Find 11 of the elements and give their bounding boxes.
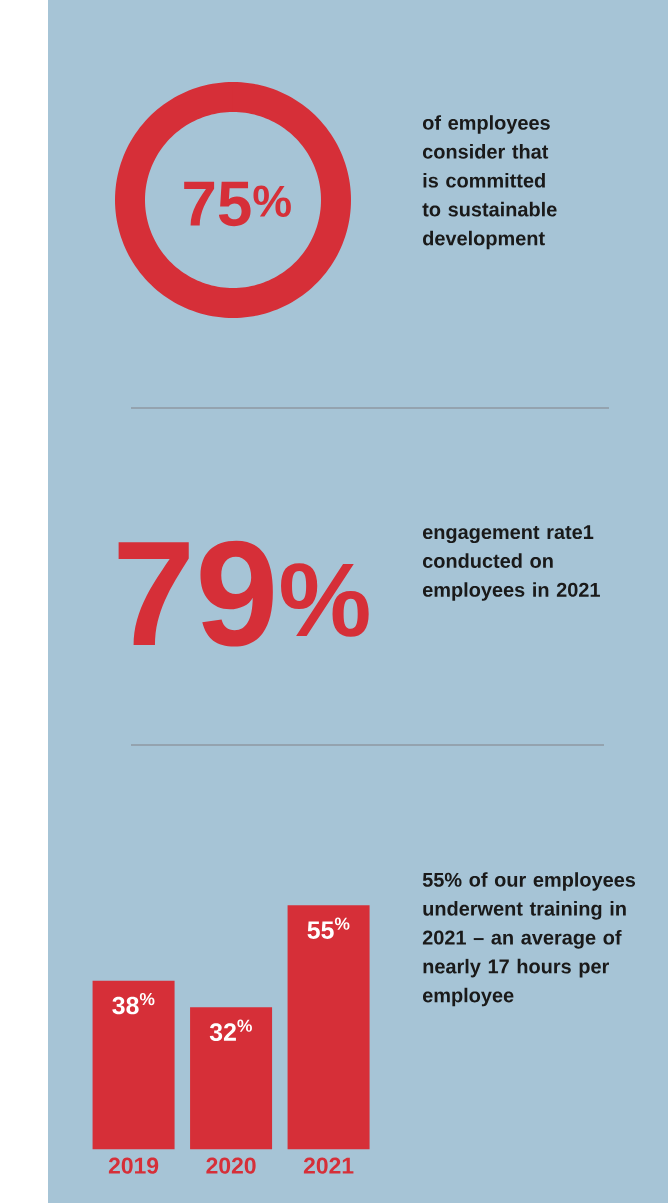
x-tick-label: 2019 xyxy=(108,1157,159,1174)
text: 79$^{%}$ xyxy=(118,540,369,647)
data-label: 38$^{%}$ xyxy=(112,992,155,1015)
data-label: 55$^{%}$ xyxy=(307,917,350,939)
text: of employees consider that is committed to sustainable development xyxy=(422,115,557,250)
data-label: 75$^{%}$ xyxy=(184,181,291,227)
data-label: 32$^{%}$ xyxy=(209,1019,252,1041)
x-tick-label: 2021 xyxy=(303,1157,354,1174)
text: 55% of our employees underwent training in 2021 – an average of nearly 17 hours per employee xyxy=(422,872,636,1007)
x-tick-label: 2020 xyxy=(206,1157,256,1174)
text: engagement rate1 conducted on employees in 2021 xyxy=(422,525,600,601)
